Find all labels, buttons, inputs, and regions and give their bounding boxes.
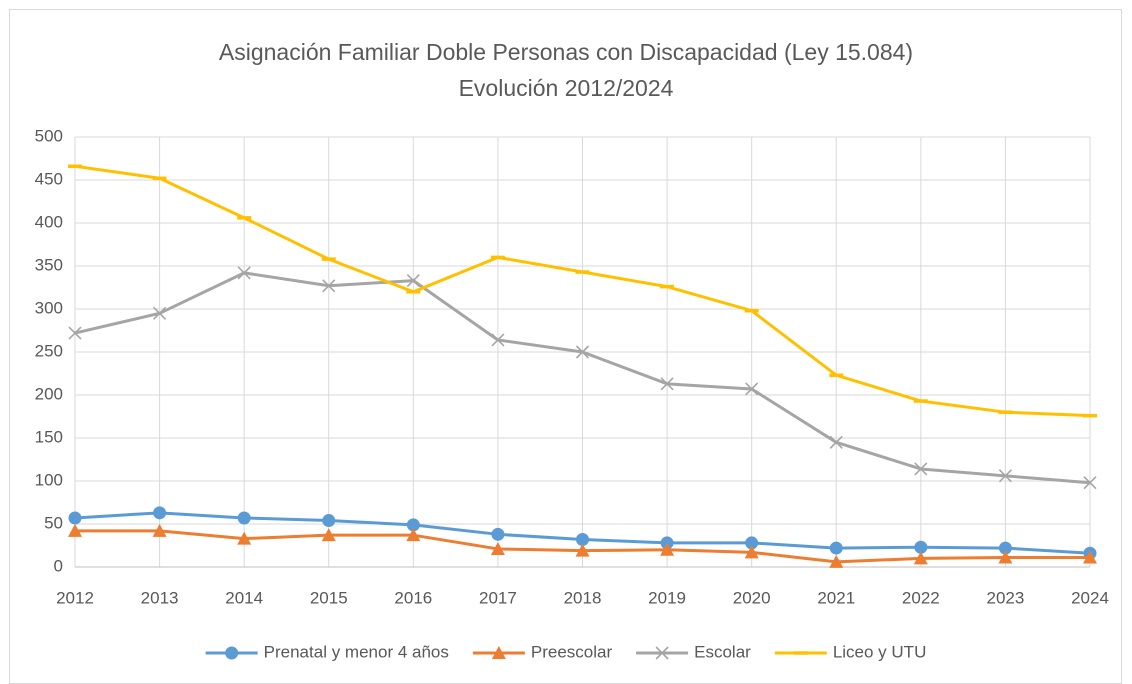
marker	[914, 462, 928, 476]
chart-frame	[9, 9, 1122, 684]
marker	[914, 540, 928, 554]
marker	[745, 382, 759, 396]
marker	[237, 266, 251, 280]
marker	[68, 523, 82, 537]
x-tick-label: 2014	[225, 588, 263, 607]
marker	[998, 469, 1012, 483]
x-tick-label: 2016	[394, 588, 432, 607]
x-tick-label: 2020	[733, 588, 771, 607]
marker	[406, 274, 420, 288]
marker	[490, 541, 505, 555]
marker	[575, 345, 590, 359]
y-tick-label: 300	[35, 298, 63, 317]
marker	[998, 550, 1013, 564]
x-tick-label: 2017	[479, 588, 517, 607]
marker	[321, 528, 336, 542]
marker	[998, 541, 1012, 555]
x-tick-label: 2022	[902, 588, 940, 607]
marker	[491, 646, 506, 659]
marker	[153, 306, 167, 320]
x-tick-label: 2019	[648, 588, 686, 607]
marker	[829, 554, 844, 568]
y-tick-label: 150	[35, 427, 63, 446]
y-tick-label: 100	[35, 470, 63, 489]
x-tick-label: 2023	[987, 588, 1025, 607]
marker	[744, 545, 759, 559]
marker	[322, 279, 336, 293]
legend-item: Liceo y UTU	[774, 642, 927, 661]
x-tick-label: 2013	[141, 588, 179, 607]
marker	[913, 551, 928, 565]
marker	[68, 326, 82, 340]
marker	[1083, 476, 1097, 490]
marker	[68, 511, 82, 525]
legend-label: Escolar	[694, 642, 751, 661]
legend-item: Prenatal y menor 4 años	[205, 642, 449, 661]
y-tick-label: 50	[44, 513, 63, 532]
x-tick-label: 2021	[817, 588, 855, 607]
marker	[491, 527, 505, 541]
y-tick-label: 500	[35, 126, 63, 145]
marker	[322, 514, 336, 528]
chart-title: Asignación Familiar Doble Personas con D…	[219, 39, 913, 65]
chart-subtitle: Evolución 2012/2024	[459, 75, 674, 101]
marker	[406, 518, 420, 532]
marker	[655, 646, 669, 660]
marker	[829, 541, 843, 555]
y-tick-label: 200	[35, 384, 63, 403]
y-tick-label: 350	[35, 255, 63, 274]
marker	[660, 542, 675, 556]
marker	[745, 536, 759, 550]
y-tick-label: 250	[35, 341, 63, 360]
marker	[575, 543, 590, 557]
x-tick-label: 2015	[310, 588, 348, 607]
marker	[1083, 550, 1097, 564]
y-tick-label: 0	[54, 556, 63, 575]
marker	[829, 435, 843, 449]
legend-label: Liceo y UTU	[833, 642, 927, 661]
marker	[406, 528, 421, 542]
y-tick-label: 450	[35, 169, 63, 188]
y-tick-label: 400	[35, 212, 63, 231]
marker	[660, 377, 674, 391]
legend-label: Prenatal y menor 4 años	[264, 642, 449, 661]
marker	[237, 531, 252, 545]
legend-item: Preescolar	[472, 642, 613, 661]
x-tick-label: 2024	[1071, 588, 1109, 607]
marker	[225, 646, 239, 660]
marker	[576, 532, 589, 546]
legend-item: Escolar	[636, 642, 751, 661]
x-tick-label: 2018	[564, 588, 602, 607]
marker	[237, 511, 251, 525]
marker	[153, 506, 167, 520]
marker	[491, 333, 505, 347]
legend-label: Preescolar	[531, 642, 613, 661]
marker	[152, 523, 167, 537]
x-tick-label: 2012	[56, 588, 94, 607]
